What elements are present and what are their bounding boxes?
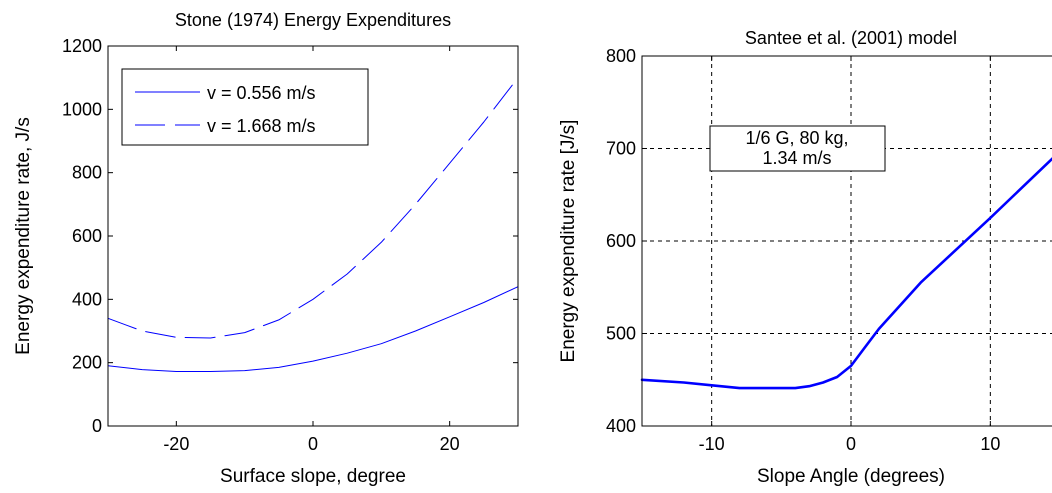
x-tick-label: 20 <box>440 434 460 454</box>
x-tick-label: -10 <box>699 434 725 454</box>
x-axis-label: Slope Angle (degrees) <box>757 466 945 487</box>
x-tick-label: 0 <box>846 434 856 454</box>
series-line-1 <box>107 77 519 339</box>
legend-label-v1668: v = 1.668 m/s <box>207 116 316 136</box>
chart-title: Stone (1974) Energy Expenditures <box>175 10 451 30</box>
x-tick-label: 0 <box>308 434 318 454</box>
y-tick-label: 800 <box>72 163 102 183</box>
x-tick-label: 10 <box>980 434 1000 454</box>
chart-title: Santee et al. (2001) model <box>745 28 957 48</box>
legend-box <box>121 68 369 146</box>
y-tick-label: 400 <box>606 416 636 436</box>
x-tick-label: -20 <box>163 434 189 454</box>
y-tick-label: 500 <box>606 324 636 344</box>
series-group <box>640 157 1052 390</box>
x-axis-label: Surface slope, degree <box>220 466 406 487</box>
series-group <box>107 77 519 372</box>
y-tick-label: 800 <box>606 46 636 66</box>
y-tick-label: 1200 <box>62 36 102 56</box>
legend: v = 0.556 m/s v = 1.668 m/s <box>121 68 369 146</box>
annotation: 1/6 G, 80 kg, 1.34 m/s <box>709 125 886 172</box>
y-axis-label: Energy expenditure rate [J/s] <box>558 120 579 363</box>
y-tick-label: 600 <box>606 231 636 251</box>
y-tick-label: 1000 <box>62 99 102 119</box>
series-line-0 <box>107 286 519 372</box>
y-tick-label: 600 <box>72 226 102 246</box>
chart-stone-1974: Stone (1974) Energy Expenditures Surface… <box>13 10 519 487</box>
y-tick-label: 200 <box>72 353 102 373</box>
annotation-line-1: 1/6 G, 80 kg, <box>745 128 848 148</box>
y-tick-label: 400 <box>72 289 102 309</box>
annotation-box <box>709 125 886 172</box>
plot-area: -10 0 10 400 500 600 700 800 <box>606 46 1052 454</box>
series-line-0 <box>640 157 1052 390</box>
ticks: -10 0 10 400 500 600 700 800 <box>606 46 1000 454</box>
annotation-line-2: 1.34 m/s <box>762 148 831 168</box>
y-tick-label: 700 <box>606 139 636 159</box>
y-tick-label: 0 <box>92 416 102 436</box>
y-axis-label: Energy expenditure rate, J/s <box>13 117 34 355</box>
legend-label-v0556: v = 0.556 m/s <box>207 83 316 103</box>
chart-santee-2001: Santee et al. (2001) model Slope Angle (… <box>558 28 1052 487</box>
